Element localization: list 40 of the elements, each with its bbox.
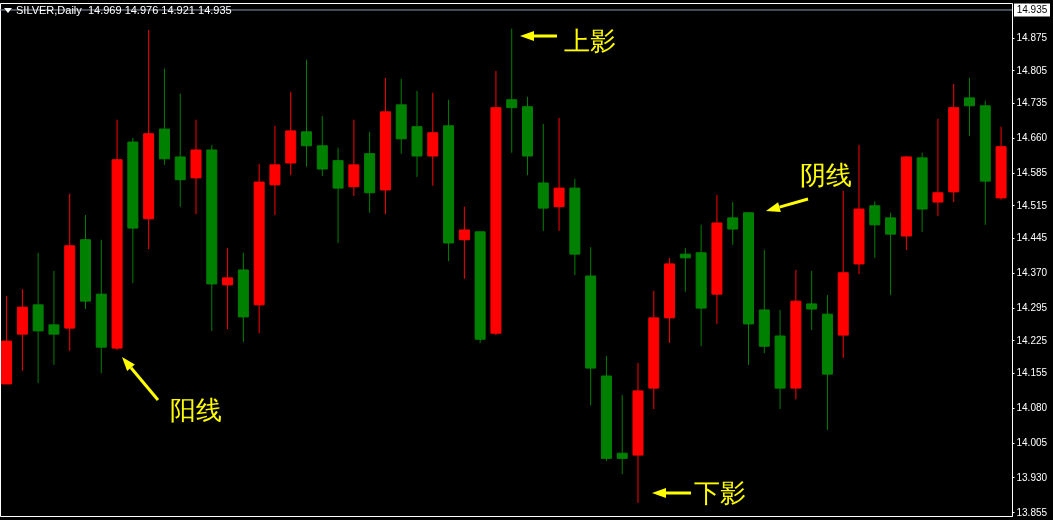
candlestick (269, 125, 281, 216)
candlestick (48, 270, 60, 366)
y-tick-label: 14.080 (1016, 402, 1048, 414)
y-tick-label: 13.930 (1016, 471, 1048, 483)
y-tick-label: 14.370 (1016, 267, 1048, 279)
y-tick-label: 14.585 (1016, 167, 1048, 179)
y-tick-label: 14.660 (1016, 132, 1048, 144)
candlestick (869, 200, 881, 259)
y-tick-label: 14.295 (1016, 302, 1048, 314)
candlestick (616, 394, 628, 475)
y-tick-label: 13.855 (1016, 506, 1048, 518)
y-tick-label: 14.805 (1016, 64, 1048, 76)
candlestick (964, 77, 976, 137)
annotation: 下影 (694, 478, 746, 508)
annotation: 上影 (564, 26, 616, 56)
y-tick-label: 14.735 (1016, 97, 1048, 109)
chart-title: SILVER,Daily 14.969 14.976 14.921 14.935 (16, 4, 232, 16)
candlestick (727, 201, 739, 246)
y-tick-label: 14.445 (1016, 232, 1048, 244)
candlestick (222, 247, 234, 330)
candlestick (348, 119, 360, 197)
y-tick-label: 14.515 (1016, 199, 1048, 211)
ref-line-label: 14.935 (1016, 3, 1048, 15)
candlestick (301, 59, 313, 168)
annotation: 阴线 (800, 160, 852, 190)
y-tick-label: 14.005 (1016, 437, 1048, 449)
candlestick (174, 93, 186, 208)
candlestick (806, 270, 818, 331)
candlestick (885, 212, 897, 296)
candlestick (458, 206, 470, 280)
candlestick (679, 247, 691, 293)
y-tick-label: 14.225 (1016, 334, 1048, 346)
y-tick-label: 14.155 (1016, 367, 1048, 379)
y-tick-label: 14.875 (1016, 32, 1048, 44)
candlestick (553, 117, 565, 232)
candlestick (427, 92, 439, 187)
candlestick (316, 115, 328, 177)
candlestick (506, 28, 518, 154)
candlestick (932, 118, 944, 217)
annotation: 阳线 (170, 395, 222, 425)
